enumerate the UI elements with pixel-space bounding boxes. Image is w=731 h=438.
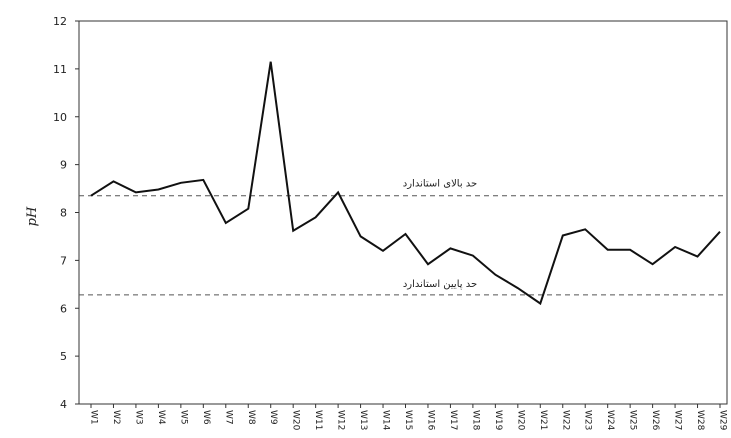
x-tick-label: W24 — [605, 410, 615, 431]
series-line — [90, 61, 721, 306]
reference-lines: حد بالای استاندارد حد پایین استاندارد — [79, 179, 727, 296]
x-tick-label: W15 — [403, 410, 413, 430]
x-tick-label: W25 — [628, 410, 638, 430]
y-tick-label: 11 — [53, 63, 67, 76]
x-tick-label: W22 — [560, 410, 570, 430]
x-tick-label: W13 — [358, 410, 368, 430]
plot-area-frame — [78, 20, 728, 405]
y-tick-label: 12 — [53, 15, 67, 28]
x-tick-label: W19 — [493, 410, 503, 431]
x-tick-label: W11 — [313, 410, 323, 430]
x-tick-label: W27 — [673, 410, 683, 430]
x-tick-label: W28 — [695, 410, 705, 431]
y-tick-label: 5 — [60, 350, 67, 363]
x-tick-label: W4 — [156, 410, 166, 425]
x-tick-label: W8 — [246, 410, 256, 425]
y-tick-label: 9 — [60, 159, 67, 172]
y-tick-label: 4 — [60, 398, 67, 411]
reference-line-label: حد بالای استاندارد — [403, 179, 477, 190]
x-tick-label: W6 — [201, 410, 211, 425]
x-tick-label: W3 — [133, 410, 143, 425]
x-tick-label: W7 — [223, 410, 233, 425]
x-tick-label: W21 — [538, 410, 548, 430]
x-axis-ticks: W1 W2 W3 W4 W5 W6 W7 W8 W9 W20 W11 W12 W13 W14 W15 W16 W… — [89, 404, 728, 431]
y-axis-title: pH — [25, 206, 40, 226]
x-tick-label: W12 — [336, 410, 346, 430]
x-tick-label: W5 — [178, 410, 188, 425]
x-tick-label: W18 — [470, 410, 480, 431]
x-tick-label: W1 — [89, 410, 99, 425]
series-group — [90, 61, 721, 306]
y-tick-label: 10 — [53, 111, 67, 124]
y-tick-label: 7 — [60, 254, 67, 267]
x-tick-label: W20 — [515, 410, 525, 431]
y-tick-label: 8 — [60, 207, 67, 220]
x-tick-label: W16 — [425, 410, 435, 431]
x-tick-label: W14 — [381, 410, 391, 431]
reference-line-label: حد پایین استاندارد — [403, 279, 477, 290]
x-tick-label: W29 — [718, 410, 728, 431]
x-tick-label: W17 — [448, 410, 458, 430]
x-tick-label: W2 — [111, 410, 121, 425]
x-tick-label: W26 — [650, 410, 660, 431]
x-tick-label: W9 — [268, 410, 278, 425]
x-tick-label: W23 — [583, 410, 593, 430]
y-tick-label: 6 — [60, 302, 67, 315]
y-axis-ticks: 4 5 6 7 8 9 10 11 12 — [53, 15, 79, 411]
x-tick-label: W20 — [291, 410, 301, 431]
